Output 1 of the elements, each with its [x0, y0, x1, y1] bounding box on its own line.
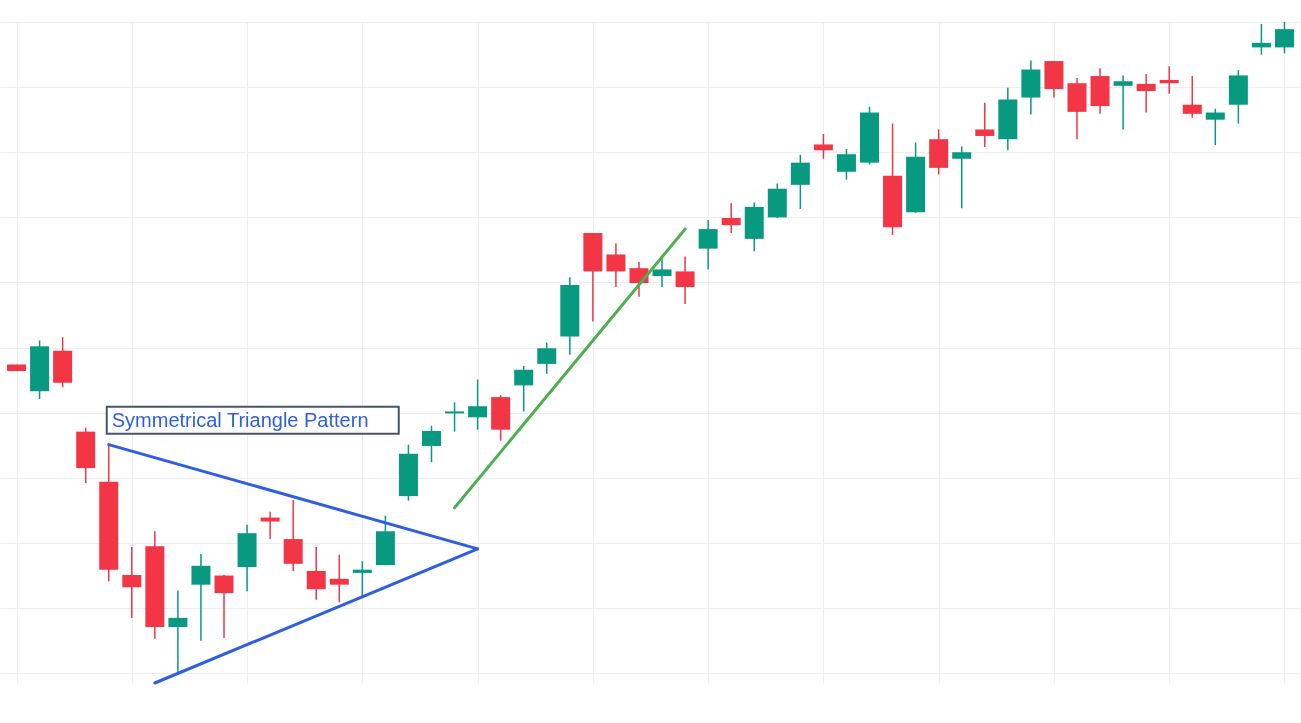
annotation: Symmetrical Triangle Pattern: [111, 408, 369, 431]
